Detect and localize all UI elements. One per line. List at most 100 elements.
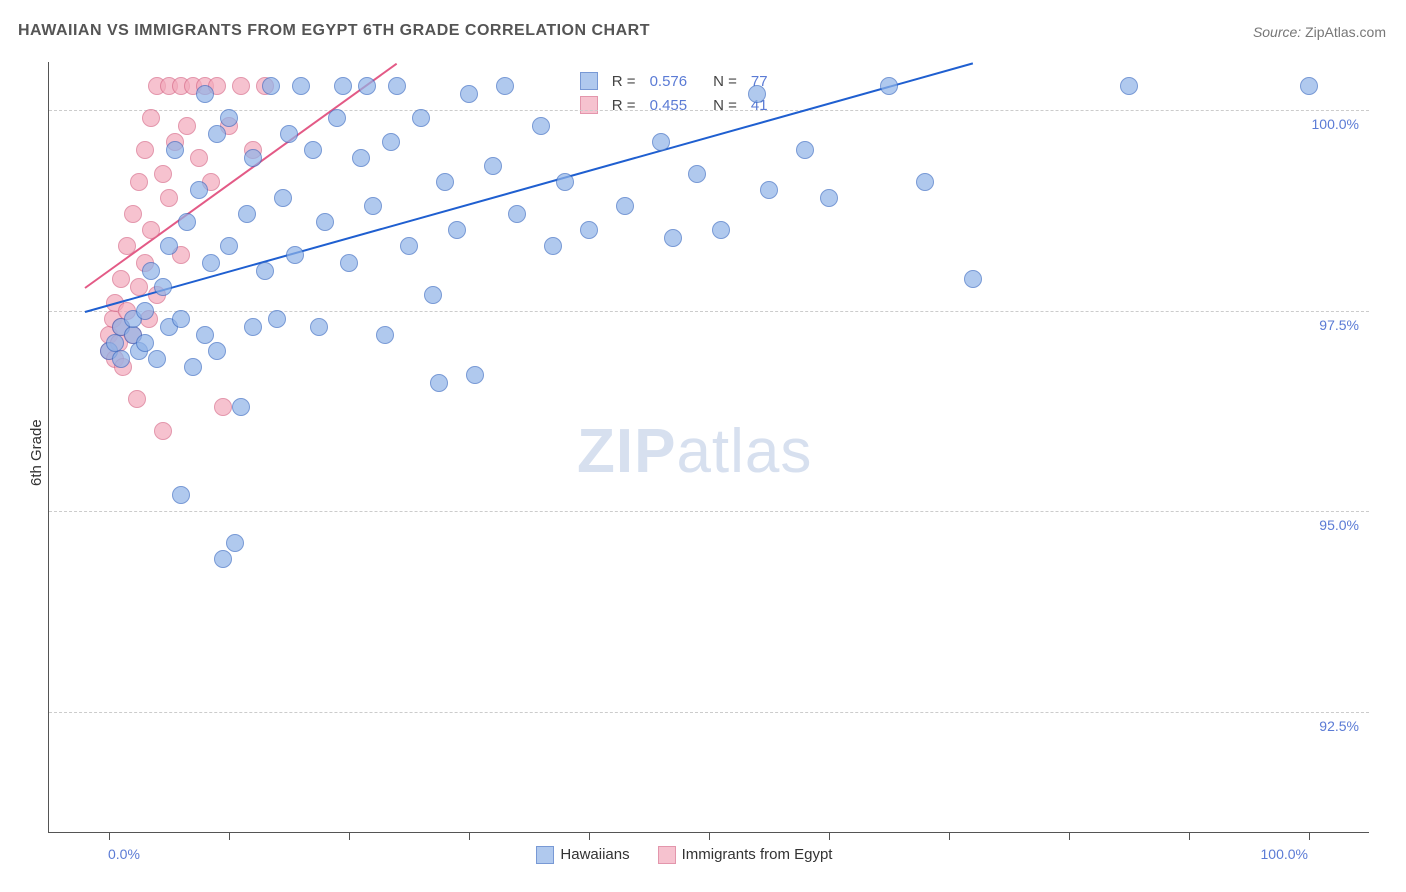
data-point-hawaiians xyxy=(172,486,190,504)
data-point-hawaiians xyxy=(136,302,154,320)
x-tick xyxy=(349,832,350,840)
data-point-hawaiians xyxy=(196,326,214,344)
data-point-hawaiians xyxy=(244,318,262,336)
x-tick xyxy=(709,832,710,840)
legend-series-item: Hawaiians xyxy=(536,846,629,863)
data-point-hawaiians xyxy=(748,85,766,103)
data-point-hawaiians xyxy=(232,398,250,416)
data-point-hawaiians xyxy=(712,221,730,239)
legend-swatch xyxy=(580,96,598,114)
data-point-hawaiians xyxy=(226,534,244,552)
x-tick xyxy=(229,832,230,840)
data-point-hawaiians xyxy=(328,109,346,127)
data-point-hawaiians xyxy=(532,117,550,135)
data-point-hawaiians xyxy=(796,141,814,159)
legend-swatch xyxy=(658,846,676,864)
x-axis-label: 0.0% xyxy=(108,846,140,862)
data-point-hawaiians xyxy=(202,254,220,272)
data-point-hawaiians xyxy=(508,205,526,223)
data-point-hawaiians xyxy=(664,229,682,247)
data-point-hawaiians xyxy=(154,278,172,296)
data-point-egypt xyxy=(142,109,160,127)
data-point-egypt xyxy=(136,141,154,159)
data-point-egypt xyxy=(130,173,148,191)
source-credit: Source: ZipAtlas.com xyxy=(1253,24,1386,40)
data-point-hawaiians xyxy=(352,149,370,167)
legend-n-label: N = xyxy=(695,94,743,116)
plot-area: ZIPatlas R =0.576N =77R =0.455N =41 100.… xyxy=(48,62,1369,833)
data-point-hawaiians xyxy=(142,262,160,280)
legend-series-item: Immigrants from Egypt xyxy=(658,846,833,863)
data-point-hawaiians xyxy=(184,358,202,376)
legend-r-value: 0.455 xyxy=(644,94,694,116)
legend-series-label: Immigrants from Egypt xyxy=(682,846,833,863)
data-point-hawaiians xyxy=(652,133,670,151)
data-point-hawaiians xyxy=(214,550,232,568)
data-point-egypt xyxy=(154,422,172,440)
data-point-hawaiians xyxy=(424,286,442,304)
data-point-hawaiians xyxy=(166,141,184,159)
source-value: ZipAtlas.com xyxy=(1305,24,1386,40)
legend-r-label: R = xyxy=(606,70,642,92)
x-tick xyxy=(949,832,950,840)
data-point-hawaiians xyxy=(1120,77,1138,95)
data-point-hawaiians xyxy=(382,133,400,151)
data-point-hawaiians xyxy=(220,237,238,255)
legend-n-label: N = xyxy=(695,70,743,92)
data-point-hawaiians xyxy=(760,181,778,199)
data-point-hawaiians xyxy=(616,197,634,215)
data-point-hawaiians xyxy=(916,173,934,191)
data-point-hawaiians xyxy=(400,237,418,255)
data-point-hawaiians xyxy=(178,213,196,231)
data-point-hawaiians xyxy=(160,237,178,255)
data-point-hawaiians xyxy=(412,109,430,127)
legend-r-value: 0.576 xyxy=(644,70,694,92)
gridline xyxy=(49,712,1369,713)
data-point-hawaiians xyxy=(208,342,226,360)
data-point-hawaiians xyxy=(274,189,292,207)
data-point-hawaiians xyxy=(556,173,574,191)
data-point-hawaiians xyxy=(688,165,706,183)
data-point-hawaiians xyxy=(448,221,466,239)
data-point-egypt xyxy=(178,117,196,135)
legend-series-label: Hawaiians xyxy=(560,846,629,863)
data-point-hawaiians xyxy=(280,125,298,143)
data-point-hawaiians xyxy=(580,221,598,239)
data-point-hawaiians xyxy=(964,270,982,288)
data-point-hawaiians xyxy=(148,350,166,368)
data-point-hawaiians xyxy=(376,326,394,344)
data-point-egypt xyxy=(160,189,178,207)
source-label: Source: xyxy=(1253,24,1301,40)
data-point-hawaiians xyxy=(820,189,838,207)
data-point-egypt xyxy=(214,398,232,416)
data-point-hawaiians xyxy=(136,334,154,352)
data-point-hawaiians xyxy=(334,77,352,95)
data-point-hawaiians xyxy=(1300,77,1318,95)
data-point-hawaiians xyxy=(292,77,310,95)
data-point-hawaiians xyxy=(172,310,190,328)
data-point-egypt xyxy=(112,270,130,288)
data-point-hawaiians xyxy=(286,246,304,264)
x-tick xyxy=(109,832,110,840)
x-tick xyxy=(1069,832,1070,840)
data-point-hawaiians xyxy=(460,85,478,103)
legend-stats-row: R =0.455N =41 xyxy=(574,94,774,116)
data-point-egypt xyxy=(128,390,146,408)
data-point-hawaiians xyxy=(190,181,208,199)
x-tick xyxy=(589,832,590,840)
data-point-hawaiians xyxy=(340,254,358,272)
data-point-egypt xyxy=(124,205,142,223)
gridline xyxy=(49,511,1369,512)
data-point-hawaiians xyxy=(256,262,274,280)
data-point-hawaiians xyxy=(436,173,454,191)
legend-r-label: R = xyxy=(606,94,642,116)
data-point-hawaiians xyxy=(268,310,286,328)
x-axis-label: 100.0% xyxy=(1261,846,1308,862)
data-point-hawaiians xyxy=(358,77,376,95)
data-point-egypt xyxy=(190,149,208,167)
y-tick-label: 95.0% xyxy=(1319,517,1359,533)
legend-swatch xyxy=(536,846,554,864)
y-tick-label: 97.5% xyxy=(1319,317,1359,333)
y-axis-title: 6th Grade xyxy=(28,419,45,486)
gridline xyxy=(49,110,1369,111)
